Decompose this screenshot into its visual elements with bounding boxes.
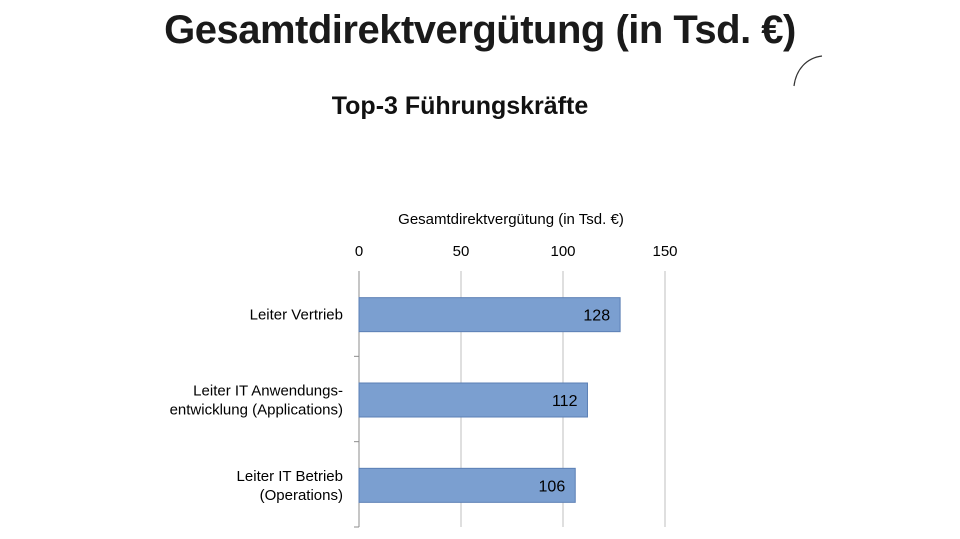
x-tick-label: 100 [550, 243, 575, 260]
slide-title: Gesamtdirektvergütung (in Tsd. €) [164, 8, 796, 52]
category-label-line: (Operations) [260, 487, 343, 504]
bar [358, 297, 621, 333]
bars [358, 297, 621, 503]
x-axis-title: Gesamtdirektvergütung (in Tsd. €) [398, 211, 624, 228]
category-label: Leiter Vertrieb [250, 307, 343, 324]
bar [358, 467, 576, 503]
x-tick-label: 50 [453, 243, 470, 260]
x-tick-label: 0 [355, 243, 363, 260]
x-tick-label: 150 [652, 243, 677, 260]
category-label: Leiter IT Anwendungs-entwicklung (Applic… [170, 383, 343, 419]
decorative-swoosh [793, 55, 823, 87]
category-label-line: Leiter IT Anwendungs- [193, 383, 343, 400]
data-label: 112 [552, 393, 578, 410]
category-label-line: Leiter Vertrieb [250, 307, 343, 324]
labels: 0 50 100 150 128 Leiter Vertrieb 112 Leiter IT … [170, 243, 678, 504]
slide-subtitle: Top-3 Führungskräfte [331, 92, 589, 120]
bar [358, 382, 588, 418]
data-label: 106 [539, 478, 566, 495]
category-label-line: entwicklung (Applications) [170, 402, 343, 419]
category-label: Leiter IT Betrieb (Operations) [237, 468, 343, 504]
data-label: 128 [583, 308, 610, 325]
category-label-line: Leiter IT Betrieb [237, 468, 343, 485]
